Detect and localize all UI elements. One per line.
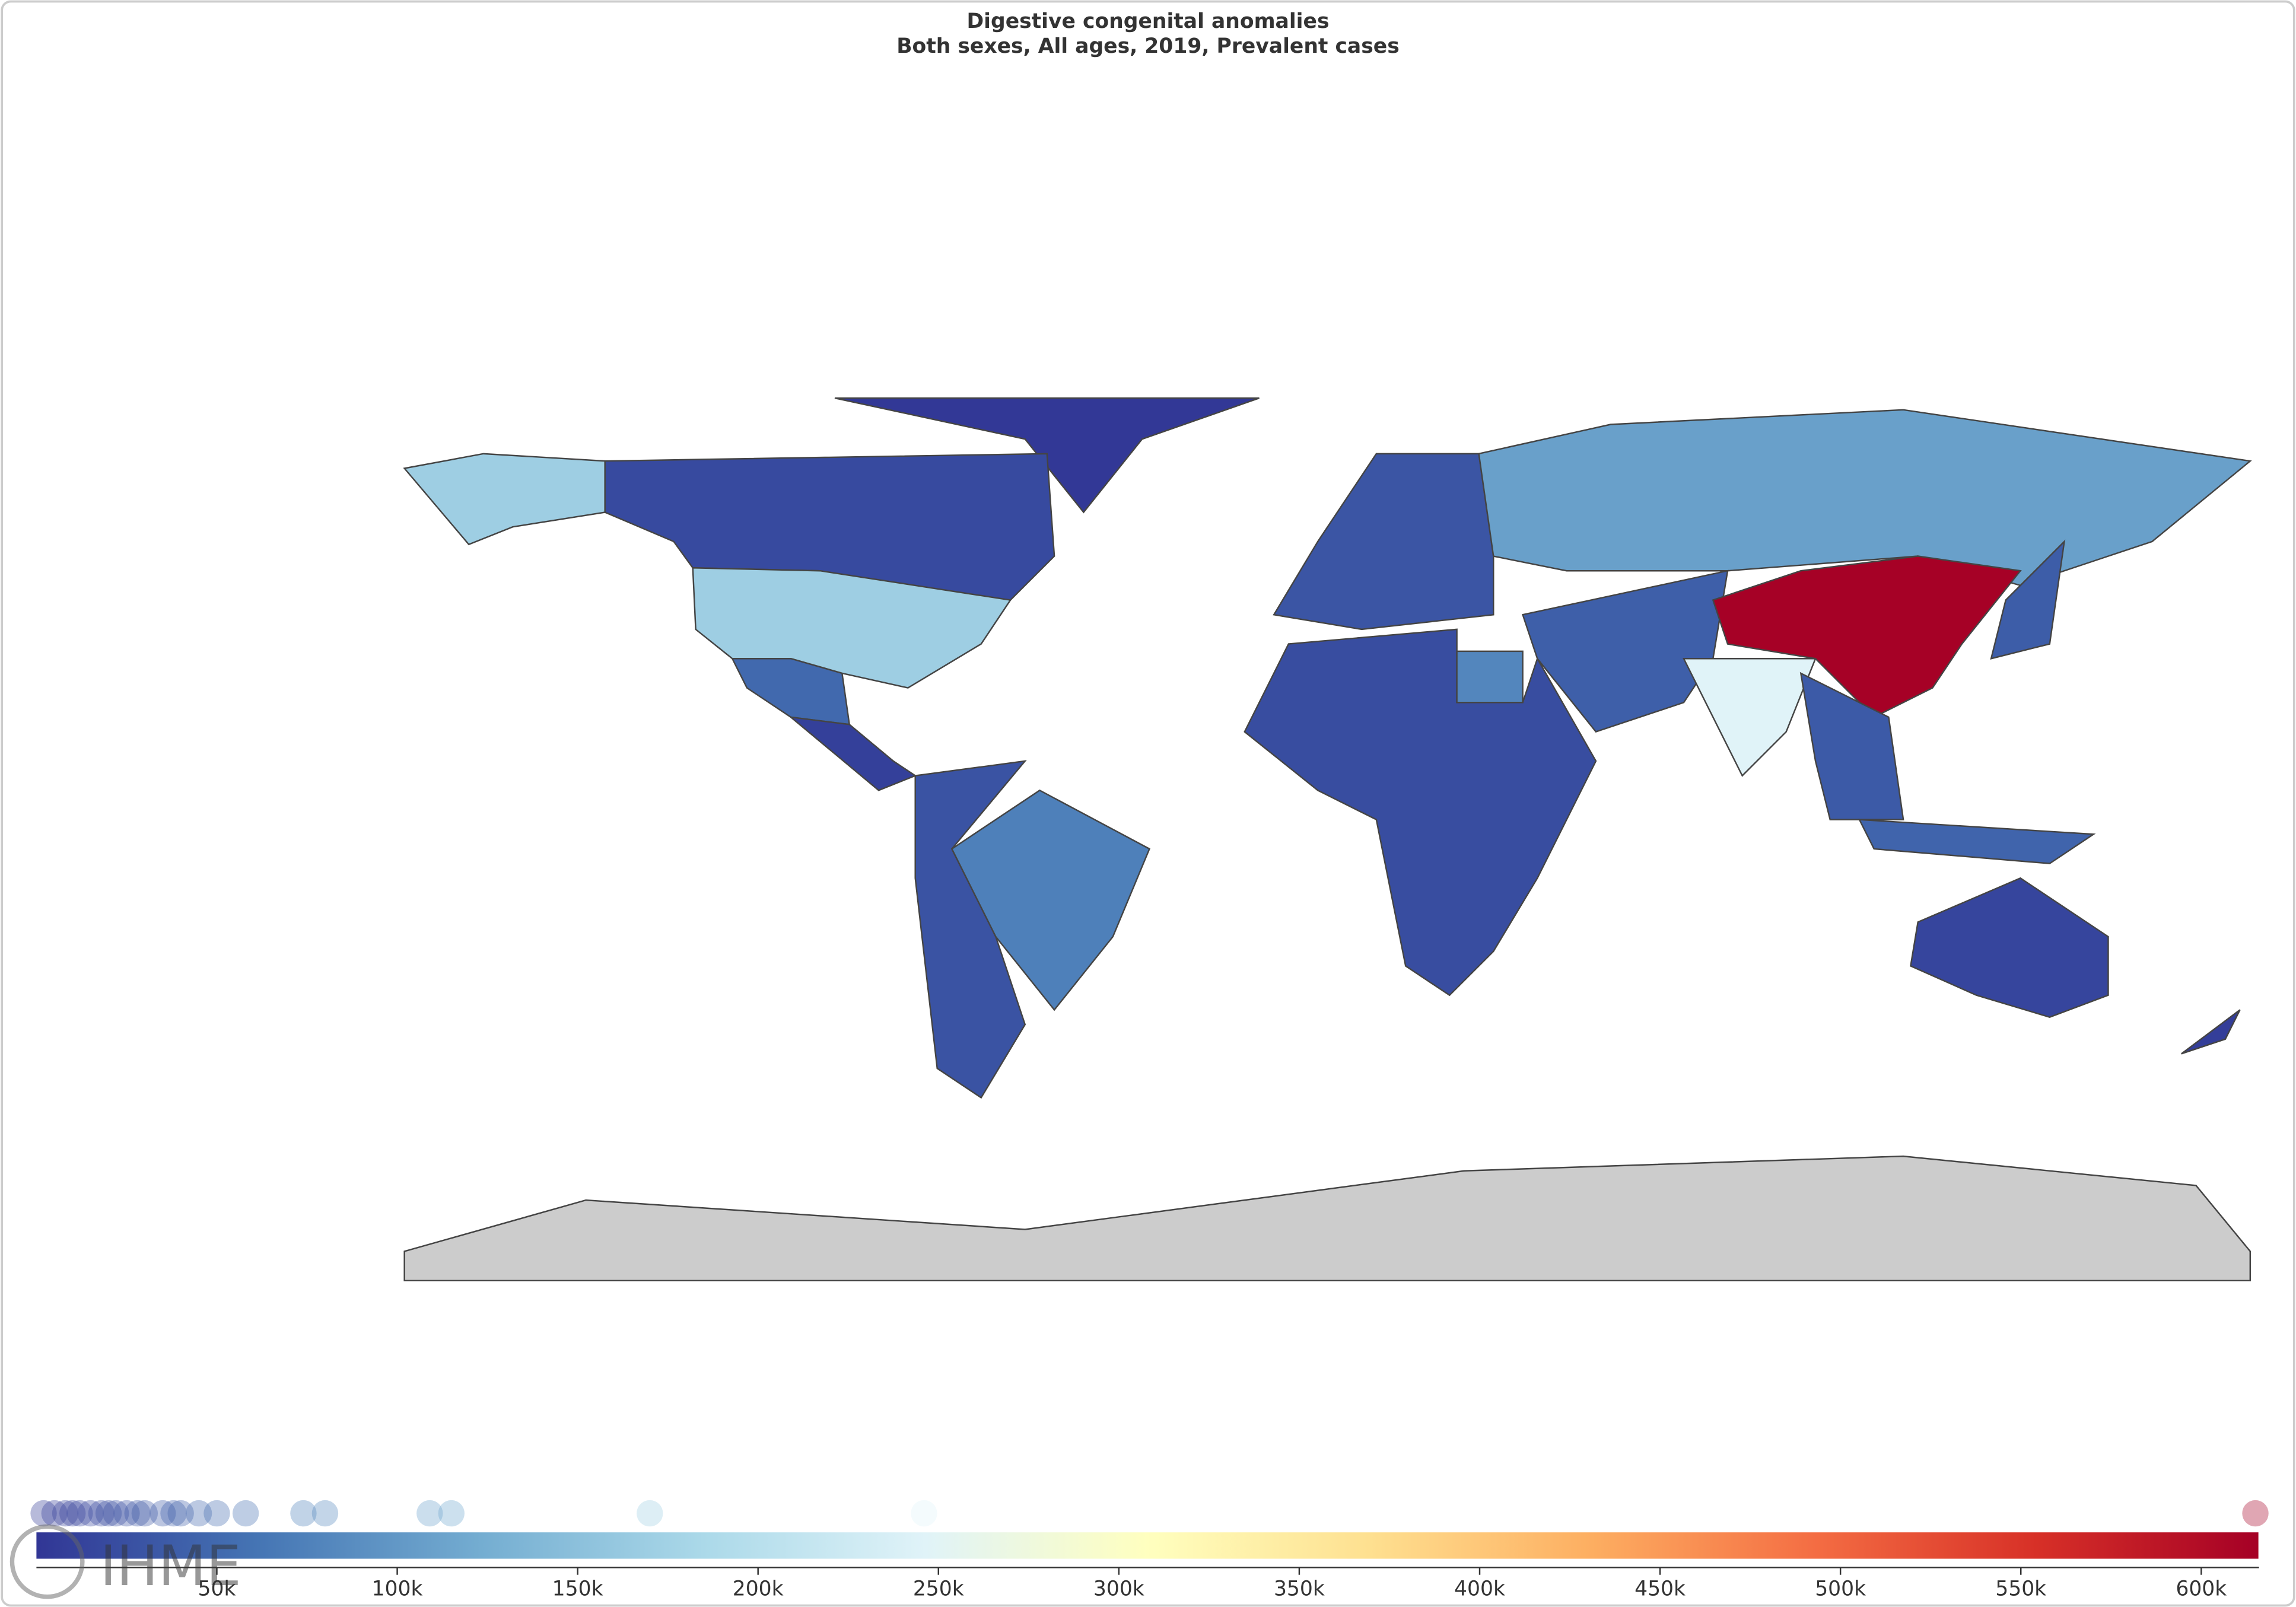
value-dot [911, 1500, 937, 1527]
tick-label: 300k [1093, 1577, 1144, 1600]
tick-label: 200k [733, 1577, 784, 1600]
value-dot [41, 1500, 68, 1527]
region [950, 789, 1151, 1011]
colorbar-ticks: 50k 100k 150k 200k 250k 300k 350k 400k 450k 500k 5… [198, 1567, 2227, 1600]
colorbar [36, 1532, 2259, 1559]
value-dot [113, 1500, 140, 1527]
region [1990, 539, 2066, 660]
region [403, 453, 606, 546]
logo-text: IHME [100, 1534, 241, 1599]
tick-label: 550k [1995, 1577, 2046, 1600]
chart-subtitle: Both sexes, All ages, 2019, Prevalent ca… [896, 34, 1400, 58]
value-dot [160, 1500, 187, 1527]
value-dot [77, 1500, 104, 1527]
tick-label: 250k [913, 1577, 964, 1600]
region [1244, 628, 1597, 997]
value-dot [150, 1500, 176, 1527]
tick-label: 150k [552, 1577, 603, 1600]
region [1456, 650, 1524, 704]
tick-label: 400k [1454, 1577, 1505, 1600]
value-dot [2242, 1500, 2269, 1527]
value-dot [167, 1500, 194, 1527]
value-dot [637, 1500, 663, 1527]
value-dot [124, 1500, 151, 1527]
value-dots [30, 1500, 2269, 1527]
tick-label: 500k [1815, 1577, 1866, 1600]
tick-label: 50k [198, 1577, 236, 1600]
no-data-region [403, 1155, 2252, 1282]
value-dot [416, 1500, 443, 1527]
value-dot [102, 1500, 129, 1527]
region [1858, 819, 2096, 864]
region [914, 760, 1027, 1099]
tick-label: 450k [1634, 1577, 1686, 1600]
region [1910, 877, 2109, 1019]
value-dot [52, 1500, 79, 1527]
regions [403, 397, 2252, 1099]
value-dot [232, 1500, 259, 1527]
tick-label: 100k [372, 1577, 423, 1600]
value-dot [30, 1500, 57, 1527]
value-dot [131, 1500, 158, 1527]
value-dot [185, 1500, 212, 1527]
value-dot [438, 1500, 465, 1527]
chart-title: Digestive congenital anomalies [966, 9, 1329, 33]
tick-label: 600k [2176, 1577, 2227, 1600]
value-dot [88, 1500, 115, 1527]
region [1712, 555, 2022, 718]
value-dot [66, 1500, 93, 1527]
tick-label: 350k [1274, 1577, 1325, 1600]
value-dot [95, 1500, 122, 1527]
value-dot [59, 1500, 86, 1527]
logo-mark [9, 1524, 85, 1599]
value-dot [290, 1500, 317, 1527]
region [2181, 1009, 2241, 1055]
region [1683, 658, 1817, 777]
value-dot [203, 1500, 230, 1527]
region [1522, 569, 1729, 733]
value-dot [311, 1500, 339, 1527]
logo: IHME [9, 1524, 241, 1599]
